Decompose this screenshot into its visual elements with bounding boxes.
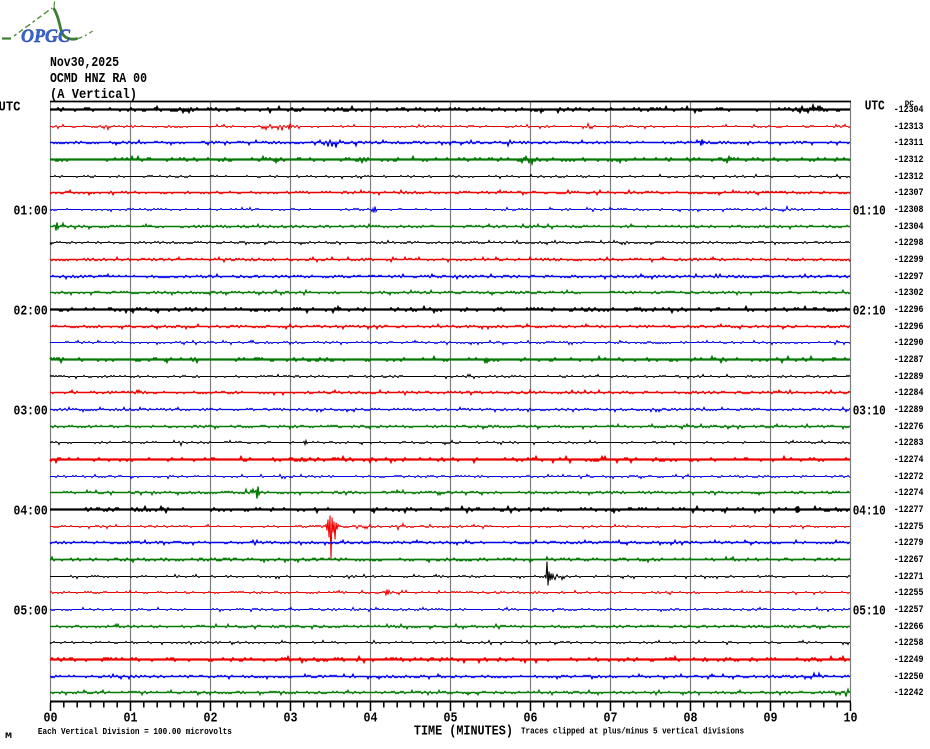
svg-text:-12255: -12255 — [894, 588, 924, 599]
svg-text:03:00: 03:00 — [14, 404, 48, 420]
svg-text:-12313: -12313 — [894, 122, 924, 133]
svg-text:-12284: -12284 — [894, 388, 924, 399]
svg-text:04:10: 04:10 — [853, 504, 886, 520]
svg-text:00: 00 — [44, 711, 58, 727]
svg-text:10: 10 — [844, 711, 858, 727]
svg-text:(A Vertical): (A Vertical) — [50, 87, 137, 103]
svg-text:-12287: -12287 — [894, 355, 924, 366]
svg-text:Each Vertical Division = 100.: Each Vertical Division = 100.00 microvol… — [38, 726, 232, 737]
svg-text:01:10: 01:10 — [853, 204, 886, 220]
svg-text:-12257: -12257 — [894, 605, 924, 616]
svg-text:-12296: -12296 — [894, 322, 924, 333]
svg-text:-12298: -12298 — [894, 238, 924, 249]
svg-text:05: 05 — [444, 711, 458, 727]
svg-text:-12311: -12311 — [894, 138, 924, 149]
svg-text:02: 02 — [204, 711, 218, 727]
svg-text:07: 07 — [604, 711, 618, 727]
svg-text:-12274: -12274 — [894, 455, 924, 466]
svg-text:03: 03 — [284, 711, 298, 727]
svg-text:-12249: -12249 — [894, 655, 924, 666]
svg-text:06: 06 — [524, 711, 538, 727]
svg-text:-12242: -12242 — [894, 688, 924, 699]
svg-text:-12302: -12302 — [894, 288, 924, 299]
svg-text:UTC: UTC — [865, 99, 885, 115]
svg-text:M: M — [5, 732, 12, 741]
svg-text:OPGC: OPGC — [21, 26, 70, 47]
svg-text:UTC: UTC — [0, 100, 21, 116]
svg-text:-12308: -12308 — [894, 205, 924, 216]
svg-text:-12289: -12289 — [894, 405, 924, 416]
svg-text:-12307: -12307 — [894, 188, 924, 199]
svg-text:-12296: -12296 — [894, 305, 924, 316]
svg-text:03:10: 03:10 — [853, 404, 886, 420]
svg-text:-12267: -12267 — [894, 555, 924, 566]
svg-text:02:00: 02:00 — [14, 304, 48, 320]
svg-text:Traces clipped at plus/minus 5: Traces clipped at plus/minus 5 vertical … — [521, 726, 744, 737]
svg-text:-12283: -12283 — [894, 438, 924, 449]
svg-text:OCMD HNZ RA 00: OCMD HNZ RA 00 — [50, 71, 147, 87]
svg-text:-12304: -12304 — [894, 105, 924, 116]
svg-text:-12312: -12312 — [894, 172, 924, 183]
svg-text:-12297: -12297 — [894, 272, 924, 283]
svg-text:-12299: -12299 — [894, 255, 924, 266]
svg-text:-12271: -12271 — [894, 572, 924, 583]
svg-text:-12312: -12312 — [894, 155, 924, 166]
svg-text:-12290: -12290 — [894, 338, 924, 349]
svg-text:-12266: -12266 — [894, 622, 924, 633]
svg-text:-12275: -12275 — [894, 522, 924, 533]
svg-text:-12258: -12258 — [894, 638, 924, 649]
svg-text:01: 01 — [124, 711, 138, 727]
svg-text:-12250: -12250 — [894, 672, 924, 683]
svg-text:04:00: 04:00 — [14, 504, 48, 520]
svg-text:-12279: -12279 — [894, 538, 924, 549]
svg-text:09: 09 — [764, 711, 778, 727]
svg-text:02:10: 02:10 — [853, 304, 886, 320]
svg-text:DC: DC — [905, 101, 914, 109]
svg-text:-12289: -12289 — [894, 372, 924, 383]
svg-text:-12274: -12274 — [894, 488, 924, 499]
svg-text:Nov30,2025: Nov30,2025 — [50, 55, 119, 71]
svg-text:08: 08 — [684, 711, 698, 727]
svg-text:01:00: 01:00 — [14, 204, 48, 220]
svg-text:05:10: 05:10 — [853, 604, 886, 620]
svg-text:04: 04 — [364, 711, 378, 727]
svg-text:-12304: -12304 — [894, 222, 924, 233]
svg-text:-12276: -12276 — [894, 422, 924, 433]
svg-text:TIME (MINUTES): TIME (MINUTES) — [414, 724, 513, 740]
svg-text:-12272: -12272 — [894, 472, 924, 483]
svg-text:-12277: -12277 — [894, 505, 924, 516]
svg-text:05:00: 05:00 — [14, 604, 48, 620]
